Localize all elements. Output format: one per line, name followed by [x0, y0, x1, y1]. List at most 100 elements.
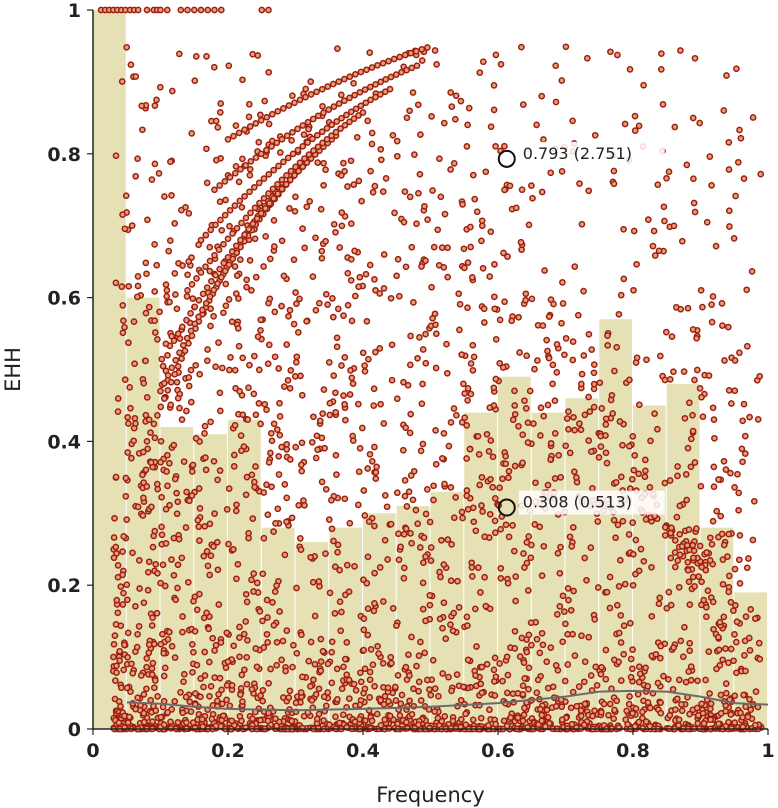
data-point — [358, 197, 365, 205]
data-point — [600, 700, 608, 708]
data-point — [226, 222, 233, 230]
data-point — [463, 613, 471, 621]
data-point — [731, 602, 739, 609]
data-point — [706, 153, 714, 160]
data-point — [283, 440, 291, 448]
histogram-bar — [329, 527, 362, 729]
data-point — [212, 117, 220, 125]
data-point — [415, 678, 423, 686]
data-point — [243, 680, 251, 688]
data-point — [276, 608, 283, 615]
data-point — [408, 64, 416, 72]
data-point — [157, 437, 165, 445]
highlight-label: 0.793 (2.751) — [523, 144, 632, 163]
data-point — [720, 457, 728, 465]
data-point — [143, 483, 151, 490]
data-point — [351, 563, 358, 570]
data-point — [703, 613, 710, 621]
data-point — [491, 692, 499, 699]
data-point — [352, 105, 360, 113]
data-point — [626, 66, 634, 73]
data-point — [117, 583, 125, 590]
data-point — [731, 631, 738, 638]
data-point — [517, 238, 525, 246]
data-point — [255, 179, 263, 187]
data-point — [432, 364, 440, 372]
data-point — [149, 543, 157, 551]
data-point — [341, 655, 349, 663]
data-point — [724, 323, 732, 331]
data-point — [613, 697, 621, 705]
data-point — [441, 713, 449, 720]
data-point — [307, 683, 314, 690]
data-point — [508, 317, 516, 325]
histogram-bar — [93, 10, 126, 729]
data-point — [157, 403, 165, 411]
data-point — [159, 561, 167, 569]
data-point — [276, 431, 284, 439]
data-point — [408, 539, 415, 547]
data-point — [174, 498, 182, 506]
data-point — [186, 497, 193, 505]
data-point — [322, 166, 329, 174]
data-point — [730, 657, 737, 665]
data-point — [463, 422, 471, 429]
data-point — [261, 400, 269, 408]
data-point — [538, 711, 546, 719]
data-point — [152, 707, 160, 714]
data-point — [553, 611, 561, 618]
data-point — [660, 672, 667, 680]
data-point — [171, 270, 179, 277]
data-point — [189, 461, 197, 469]
data-point — [329, 295, 336, 302]
data-point — [226, 206, 234, 214]
data-point — [474, 564, 482, 571]
data-point — [174, 719, 182, 726]
data-point — [418, 57, 426, 64]
data-point — [520, 711, 528, 719]
data-point — [245, 534, 252, 542]
data-point — [276, 413, 284, 420]
data-point — [178, 416, 186, 423]
data-point — [236, 387, 243, 395]
data-point — [355, 468, 363, 476]
data-point — [606, 573, 614, 581]
data-point — [477, 714, 485, 722]
data-point — [167, 401, 175, 409]
data-point — [177, 689, 184, 696]
data-point — [539, 641, 547, 649]
data-point — [426, 686, 433, 693]
data-point — [343, 561, 351, 569]
data-point — [184, 578, 192, 586]
data-point — [257, 150, 265, 158]
data-point — [228, 318, 236, 326]
data-point — [464, 622, 471, 629]
data-point — [203, 145, 210, 153]
data-point — [460, 683, 467, 691]
data-point — [410, 685, 417, 693]
data-point — [678, 707, 686, 715]
data-point — [112, 152, 120, 160]
data-point — [183, 407, 190, 415]
data-point — [564, 630, 571, 638]
data-point — [226, 702, 234, 710]
data-point — [324, 83, 332, 90]
data-point — [196, 370, 204, 378]
data-point — [334, 541, 342, 549]
data-point — [134, 630, 141, 638]
data-point — [571, 652, 579, 659]
data-point — [628, 665, 636, 673]
data-point — [443, 369, 451, 377]
data-point — [545, 354, 553, 362]
data-point — [708, 540, 716, 548]
data-point — [364, 631, 372, 639]
data-point — [449, 627, 457, 635]
data-point — [264, 639, 272, 646]
data-point — [207, 418, 214, 426]
data-point — [543, 658, 551, 666]
data-point — [736, 126, 743, 134]
data-point — [522, 296, 529, 304]
data-point — [604, 342, 612, 349]
data-point — [564, 585, 572, 592]
data-point — [168, 642, 176, 650]
